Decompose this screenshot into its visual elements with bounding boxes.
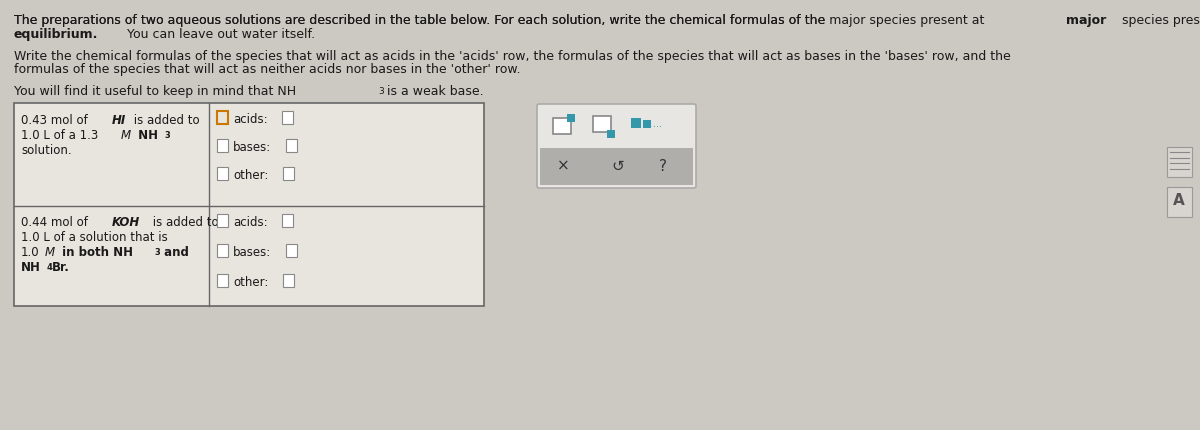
Bar [282, 215, 293, 227]
Bar [14, 104, 484, 306]
Text: equilibrium.: equilibrium. [14, 28, 98, 41]
Bar [607, 131, 616, 139]
Bar [217, 215, 228, 227]
Text: You can leave out water itself.: You can leave out water itself. [122, 28, 314, 41]
Bar [643, 121, 650, 129]
Text: other:: other: [233, 275, 269, 289]
Bar [217, 244, 228, 258]
Text: acids:: acids: [233, 215, 268, 228]
Text: 1.0 L of a 1.3: 1.0 L of a 1.3 [22, 129, 98, 141]
Bar [568, 115, 575, 123]
Text: solution.: solution. [22, 144, 72, 157]
Text: 0.43 mol of: 0.43 mol of [22, 114, 91, 127]
Text: 1.0 L of a solution that is: 1.0 L of a solution that is [22, 230, 168, 243]
Text: KOH: KOH [112, 215, 140, 228]
Text: major: major [1066, 14, 1106, 27]
Text: NH: NH [22, 261, 41, 273]
Text: Br.: Br. [52, 261, 70, 273]
Text: in both NH: in both NH [58, 246, 133, 258]
Bar [1166, 187, 1192, 218]
Text: 3: 3 [155, 248, 161, 257]
Bar [553, 119, 571, 135]
Text: and: and [160, 246, 188, 258]
Bar [217, 140, 228, 153]
Text: 3: 3 [378, 87, 384, 96]
Bar [540, 149, 694, 186]
Text: acids:: acids: [233, 113, 268, 126]
Text: ...: ... [653, 119, 662, 129]
Text: HI: HI [112, 114, 126, 127]
Bar [217, 112, 228, 125]
Bar [593, 117, 611, 133]
FancyBboxPatch shape [538, 105, 696, 189]
Text: is added to: is added to [149, 215, 218, 228]
Bar [283, 168, 294, 181]
Text: M: M [46, 246, 55, 258]
Text: 1.0: 1.0 [22, 246, 40, 258]
Text: 3: 3 [164, 131, 170, 140]
Bar [287, 244, 298, 258]
Text: is added to: is added to [131, 114, 200, 127]
Text: The preparations of two aqueous solutions are described in the table below. For : The preparations of two aqueous solution… [14, 14, 829, 27]
Text: ↺: ↺ [611, 159, 624, 174]
Bar [283, 274, 294, 287]
Bar [287, 140, 298, 153]
Text: other:: other: [233, 169, 269, 181]
Text: 0.44 mol of: 0.44 mol of [22, 215, 91, 228]
Text: ×: × [557, 159, 570, 174]
Bar [217, 168, 228, 181]
Text: The preparations of two aqueous solutions are described in the table below. For : The preparations of two aqueous solution… [14, 14, 984, 27]
Text: You will find it useful to keep in mind that NH: You will find it useful to keep in mind … [14, 85, 296, 98]
Bar [631, 119, 641, 129]
Text: A: A [1174, 193, 1184, 208]
Text: bases:: bases: [233, 246, 271, 258]
Text: M: M [121, 129, 131, 141]
Bar [282, 112, 293, 125]
Bar [1166, 147, 1192, 178]
Text: ?: ? [659, 159, 667, 174]
Text: NH: NH [133, 129, 157, 141]
Bar [217, 274, 228, 287]
Bar [14, 104, 484, 306]
Text: 4: 4 [47, 263, 53, 272]
Text: formulas of the species that will act as neither acids nor bases in the 'other' : formulas of the species that will act as… [14, 63, 521, 76]
Text: Write the chemical formulas of the species that will act as acids in the 'acids': Write the chemical formulas of the speci… [14, 50, 1010, 63]
Text: bases:: bases: [233, 141, 271, 154]
Text: is a weak base.: is a weak base. [383, 85, 484, 98]
Text: species present at: species present at [1118, 14, 1200, 27]
Text: 3: 3 [378, 85, 384, 94]
